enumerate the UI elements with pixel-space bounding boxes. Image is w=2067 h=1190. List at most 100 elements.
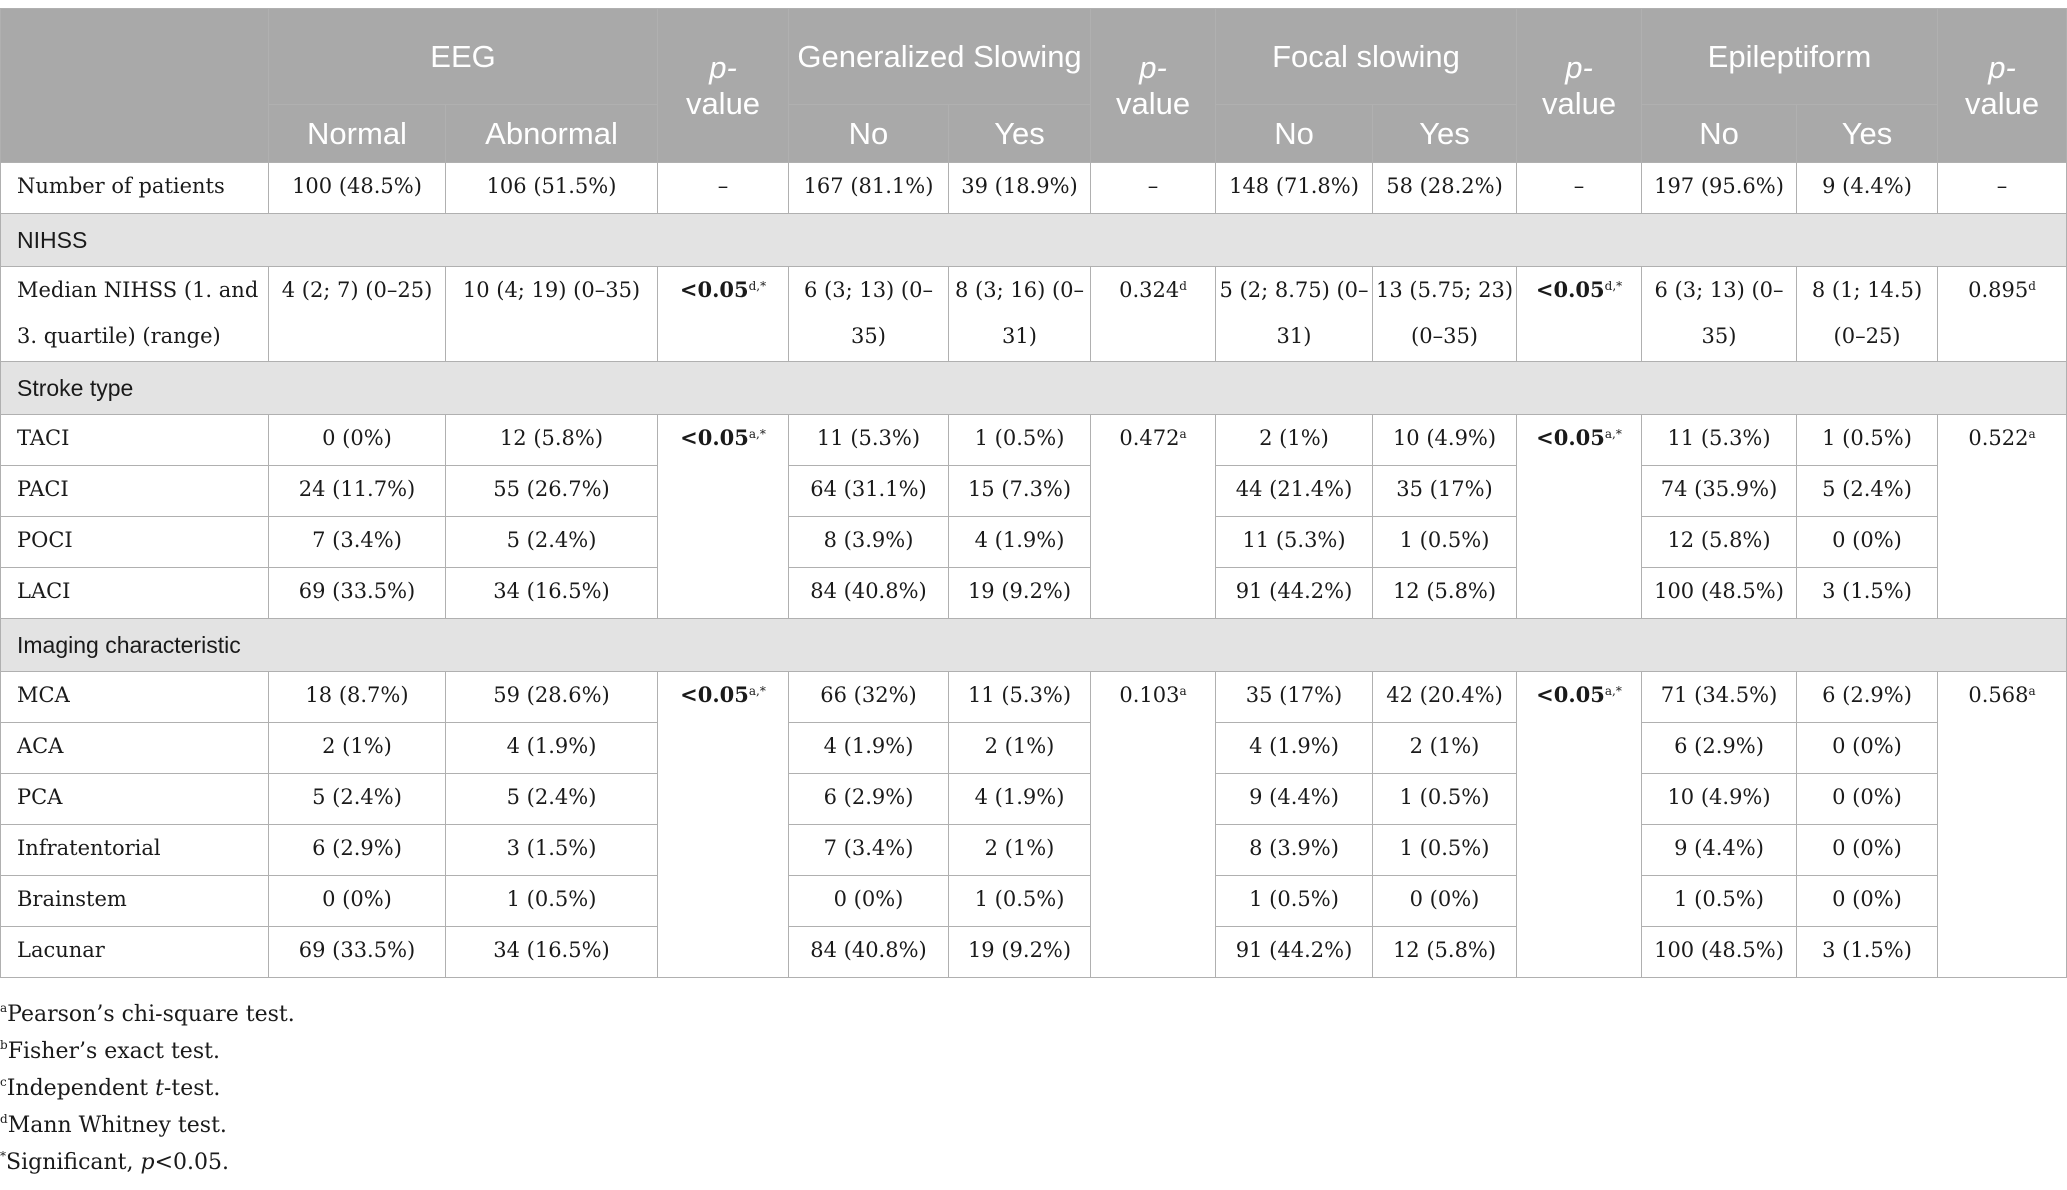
- row-label: TACI: [0, 414, 269, 466]
- table-cell: 5 (2.4%): [445, 516, 658, 568]
- table-cell: 10 (4.9%): [1641, 773, 1798, 825]
- table-cell: 106 (51.5%): [445, 162, 658, 214]
- table-cell: 91 (44.2%): [1215, 926, 1374, 978]
- table-cell: 9 (4.4%): [1796, 162, 1939, 214]
- table-cell: 2 (1%): [268, 722, 446, 774]
- section-row-imaging: Imaging characteristic: [0, 618, 2067, 672]
- table-cell: –: [657, 162, 789, 214]
- p-value-cell: <0.05d,*: [1516, 266, 1643, 362]
- table-cell: 8 (3.9%): [788, 516, 949, 568]
- table-cell: 148 (71.8%): [1215, 162, 1374, 214]
- footnote: bFisher’s exact test.: [0, 1038, 220, 1064]
- row-label: PACI: [0, 465, 269, 517]
- table-cell: 5 (2.4%): [445, 773, 658, 825]
- table-cell: 69 (33.5%): [268, 567, 446, 619]
- table-cell: 9 (4.4%): [1215, 773, 1374, 825]
- table-cell: 6 (2.9%): [1796, 671, 1939, 723]
- header-ep-no: No: [1641, 104, 1798, 163]
- table-cell: 4 (1.9%): [445, 722, 658, 774]
- table-cell: 74 (35.9%): [1641, 465, 1798, 517]
- table-row: TACI 0 (0%) 12 (5.8%) <0.05a,* 11 (5.3%)…: [0, 414, 2067, 619]
- p-value-cell: 0.103a: [1090, 671, 1217, 978]
- table-cell: 2 (1%): [947, 824, 1092, 876]
- table-cell: 39 (18.9%): [947, 162, 1092, 214]
- header-p-value-gs: p-value: [1090, 8, 1217, 163]
- table-cell: 15 (7.3%): [947, 465, 1092, 517]
- table-cell: 5 (2; 8.75) (0–31): [1215, 266, 1374, 362]
- table-cell: 4 (1.9%): [788, 722, 949, 774]
- table-cell: 69 (33.5%): [268, 926, 446, 978]
- header-gs-no: No: [788, 104, 949, 163]
- table-cell: 12 (5.8%): [1641, 516, 1798, 568]
- table-cell: 35 (17%): [1372, 465, 1518, 517]
- table-cell: 34 (16.5%): [445, 567, 658, 619]
- header-p-value-ep: p-value: [1937, 8, 2067, 163]
- p-value-cell: 0.522a: [1937, 414, 2067, 619]
- table-cell: 3 (1.5%): [1796, 926, 1939, 978]
- table-cell: 6 (2.9%): [268, 824, 446, 876]
- table-cell: 1 (0.5%): [947, 414, 1092, 466]
- table-cell: 35 (17%): [1215, 671, 1374, 723]
- results-table: EEG p-value Generalized Slowing p-value …: [0, 8, 2067, 978]
- table-row: Number of patients 100 (48.5%) 106 (51.5…: [0, 162, 2067, 214]
- section-title: Stroke type: [0, 361, 2067, 415]
- footnote: *Significant, p<0.05.: [0, 1149, 230, 1175]
- section-row-stroke-type: Stroke type: [0, 361, 2067, 415]
- table-cell: 4 (1.9%): [947, 773, 1092, 825]
- section-row-nihss: NIHSS: [0, 213, 2067, 267]
- table-cell: 2 (1%): [1215, 414, 1374, 466]
- header-fs-yes: Yes: [1372, 104, 1518, 163]
- table-cell: 11 (5.3%): [1641, 414, 1798, 466]
- table-cell: 0 (0%): [1796, 773, 1939, 825]
- table-cell: –: [1937, 162, 2067, 214]
- row-label: LACI: [0, 567, 269, 619]
- p-value-cell: 0.324d: [1090, 266, 1217, 362]
- p-value-cell: <0.05a,*: [657, 414, 789, 619]
- table-cell: 1 (0.5%): [1372, 773, 1518, 825]
- header-ep-yes: Yes: [1796, 104, 1939, 163]
- table-cell: 11 (5.3%): [1215, 516, 1374, 568]
- table-cell: 100 (48.5%): [268, 162, 446, 214]
- table-cell: 44 (21.4%): [1215, 465, 1374, 517]
- table-cell: 4 (1.9%): [947, 516, 1092, 568]
- table-cell: 84 (40.8%): [788, 567, 949, 619]
- table-cell: 0 (0%): [788, 875, 949, 927]
- table-cell: 0 (0%): [1796, 824, 1939, 876]
- table-row: LACI 69 (33.5%) 34 (16.5%) 84 (40.8%) 19…: [0, 567, 2067, 619]
- table-cell: 0 (0%): [1796, 722, 1939, 774]
- section-title: Imaging characteristic: [0, 618, 2067, 672]
- table-cell: 1 (0.5%): [1372, 824, 1518, 876]
- table-cell: 64 (31.1%): [788, 465, 949, 517]
- header-p-value-eeg: p-value: [657, 8, 789, 163]
- table-cell: 6 (2.9%): [788, 773, 949, 825]
- table-cell: 6 (3; 13) (0–35): [1641, 266, 1798, 362]
- table-cell: 1 (0.5%): [1796, 414, 1939, 466]
- table-cell: 6 (2.9%): [1641, 722, 1798, 774]
- row-label: ACA: [0, 722, 269, 774]
- table-cell: 3 (1.5%): [1796, 567, 1939, 619]
- table-row: Lacunar 69 (33.5%) 34 (16.5%) 84 (40.8%)…: [0, 926, 2067, 978]
- table-cell: –: [1516, 162, 1643, 214]
- table-cell: 11 (5.3%): [788, 414, 949, 466]
- header-focal-slowing: Focal slowing: [1215, 8, 1518, 105]
- table-cell: 0 (0%): [1372, 875, 1518, 927]
- table-cell: 42 (20.4%): [1372, 671, 1518, 723]
- table-cell: 12 (5.8%): [1372, 567, 1518, 619]
- table-cell: 197 (95.6%): [1641, 162, 1798, 214]
- table-cell: 0 (0%): [268, 875, 446, 927]
- table-header: EEG p-value Generalized Slowing p-value …: [0, 8, 2067, 163]
- table-cell: 167 (81.1%): [788, 162, 949, 214]
- table-cell: 0 (0%): [268, 414, 446, 466]
- table-cell: 59 (28.6%): [445, 671, 658, 723]
- table-cell: 1 (0.5%): [947, 875, 1092, 927]
- p-value-cell: 0.472a: [1090, 414, 1217, 619]
- table-cell: 4 (1.9%): [1215, 722, 1374, 774]
- p-value-cell: <0.05a,*: [1516, 671, 1643, 978]
- table-cell: 13 (5.75; 23) (0–35): [1372, 266, 1518, 362]
- footnote: aPearson’s chi-square test.: [0, 1001, 295, 1027]
- table-cell: 58 (28.2%): [1372, 162, 1518, 214]
- row-label: MCA: [0, 671, 269, 723]
- table-cell: 12 (5.8%): [1372, 926, 1518, 978]
- table-row: ACA 2 (1%) 4 (1.9%) 4 (1.9%) 2 (1%) 4 (1…: [0, 722, 2067, 774]
- row-label: POCI: [0, 516, 269, 568]
